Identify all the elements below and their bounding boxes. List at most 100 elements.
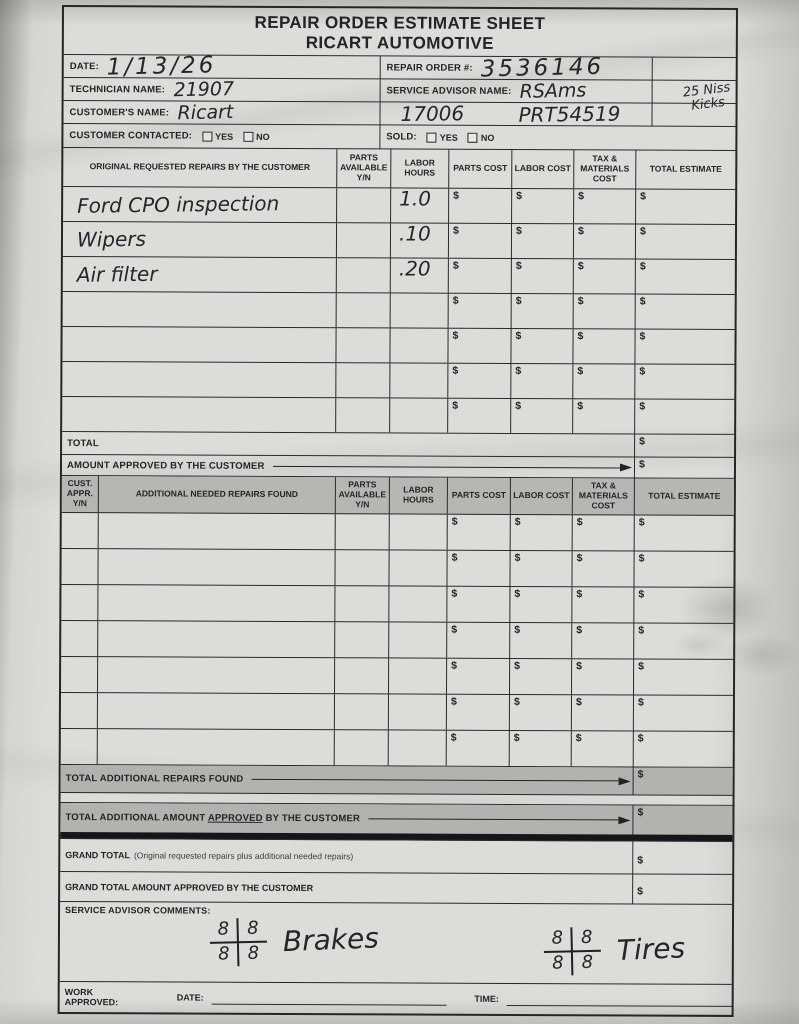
- total-estimate-dollar-sign: $: [638, 516, 645, 529]
- total-estimate-dollar-sign: $: [638, 552, 645, 565]
- time-blank-line: [506, 992, 732, 1007]
- grand-total-sublabel: (Original requested repairs plus additio…: [133, 850, 354, 862]
- form-title-line2: RICART AUTOMOTIVE: [305, 33, 494, 54]
- contacted-yes-label: YES: [215, 131, 234, 142]
- contacted-no-label: NO: [256, 131, 270, 142]
- stock-number-handwriting: 17006: [400, 101, 465, 127]
- labor-cost-dollar-sign: $: [514, 515, 521, 529]
- table-row: Ford CPO inspection 1.0 $ $ $ $: [63, 186, 736, 225]
- parts-available-cell: [335, 258, 390, 293]
- parts-cost-dollar-sign: $: [450, 695, 457, 708]
- parts-available-cell: [333, 658, 389, 694]
- tag-number-handwriting: PRT54519: [518, 101, 621, 127]
- service-advisor-label: SERVICE ADVISOR NAME:: [386, 84, 512, 97]
- total-estimate-dollar-sign: $: [639, 295, 646, 308]
- table-row: $ $ $ $: [60, 693, 733, 732]
- table1-body: Ford CPO inspection 1.0 $ $ $ $ Wipers .…: [62, 186, 736, 435]
- brake-measure-bottom-left: 8: [209, 943, 240, 967]
- col-labor-cost-2: LABOR COST: [509, 477, 572, 515]
- table2-header: CUST. APPR. Y/N ADDITIONAL NEEDED REPAIR…: [61, 476, 734, 516]
- labor-hours-handwriting: [390, 396, 398, 420]
- total-label: TOTAL: [67, 437, 99, 449]
- additional-repair-cell: [97, 621, 335, 658]
- table-row: $ $ $ $: [62, 396, 735, 435]
- customer-value-handwriting: Ricart: [177, 100, 234, 124]
- parts-cost-dollar-sign: $: [451, 587, 458, 600]
- total-estimate-dollar-sign: $: [639, 225, 646, 238]
- labor-hours-cell: [388, 550, 447, 586]
- additional-repair-cell: [97, 513, 335, 550]
- total-estimate-dollar-sign: $: [637, 696, 644, 709]
- technician-value-handwriting: 21907: [172, 77, 234, 101]
- labor-hours-handwriting: [390, 361, 398, 385]
- labor-hours-handwriting: .10: [398, 221, 431, 246]
- sold-label: SOLD:: [386, 131, 417, 143]
- brake-measurement-cross: 8 8 8 8: [209, 917, 267, 967]
- service-advisor-comments-section: SERVICE ADVISOR COMMENTS: 8 8 8 8 Brakes…: [60, 902, 732, 984]
- date-label: DATE:: [69, 60, 100, 72]
- parts-available-cell: [335, 293, 390, 328]
- header-left-column: DATE: 1/13/26 TECHNICIAN NAME: 21907 CUS…: [63, 51, 380, 148]
- parts-available-cell: [335, 363, 390, 398]
- tax-materials-dollar-sign: $: [577, 400, 584, 413]
- parts-available-cell: [334, 586, 389, 622]
- parts-available-cell: [335, 223, 391, 258]
- cust-appr-cell: [61, 693, 97, 728]
- form-title-line1: REPAIR ORDER ESTIMATE SHEET: [254, 12, 546, 34]
- total-estimate-dollar-sign: $: [637, 732, 644, 745]
- parts-cost-dollar-sign: $: [452, 294, 459, 307]
- sold-no-checkbox: [467, 132, 478, 143]
- table-row: $ $ $ $: [61, 585, 734, 624]
- tax-materials-dollar-sign: $: [577, 225, 584, 238]
- label-part: TOTAL ADDITIONAL AMOUNT: [65, 812, 208, 824]
- cust-appr-cell: [61, 585, 97, 620]
- contacted-no-checkbox: [243, 131, 254, 142]
- parts-available-cell: [333, 694, 388, 730]
- table-row: $ $ $ $: [60, 657, 734, 696]
- parts-available-cell: [333, 730, 388, 766]
- total-estimate-dollar-sign: $: [639, 400, 646, 413]
- labor-cost-dollar-sign: $: [514, 551, 521, 565]
- parts-cost-dollar-sign: $: [452, 399, 459, 412]
- total-additional-approved-dollar-sign: $: [637, 806, 644, 819]
- col-parts-available: PARTS AVAILABLE Y/N: [336, 149, 391, 188]
- technician-label: TECHNICIAN NAME:: [69, 83, 166, 95]
- amount-approved-dollar-sign: $: [638, 458, 645, 471]
- grand-total-row: GRAND TOTAL (Original requested repairs …: [60, 839, 733, 875]
- tax-materials-dollar-sign: $: [576, 624, 583, 637]
- grand-total-approved-label: GRAND TOTAL AMOUNT APPROVED BY THE CUSTO…: [65, 881, 314, 893]
- labor-cost-dollar-sign: $: [514, 587, 521, 601]
- tax-materials-dollar-sign: $: [575, 732, 582, 745]
- parts-cost-dollar-sign: $: [452, 259, 459, 272]
- comments-handwriting-area: 8 8 8 8 Brakes 8 8 8 8 Tires: [65, 915, 732, 976]
- tax-materials-dollar-sign: $: [578, 190, 585, 203]
- total-estimate-dollar-sign: $: [639, 365, 646, 378]
- tire-measure-bottom-left: 8: [543, 952, 574, 976]
- tax-materials-dollar-sign: $: [577, 330, 584, 343]
- labor-cost-dollar-sign: $: [514, 659, 520, 673]
- col-parts-cost-2: PARTS COST: [446, 477, 510, 514]
- labor-cost-dollar-sign: $: [515, 364, 522, 378]
- customer-contacted-label: CUSTOMER CONTACTED:: [69, 130, 193, 142]
- tire-measure-top-left: 8: [543, 927, 574, 953]
- cust-appr-cell: [61, 621, 97, 656]
- date-value-handwriting: 1/13/26: [106, 51, 217, 81]
- labor-hours-handwriting: [391, 291, 399, 315]
- total-estimate-dollar-sign: $: [640, 190, 647, 203]
- parts-cost-dollar-sign: $: [451, 659, 457, 672]
- parts-cost-dollar-sign: $: [451, 623, 458, 636]
- label-part: BY THE CUSTOMER: [262, 812, 361, 825]
- labor-hours-handwriting: 1.0: [399, 186, 432, 211]
- sold-yes-label: YES: [439, 132, 458, 143]
- tax-materials-dollar-sign: $: [577, 295, 584, 308]
- col-labor-cost: LABOR COST: [511, 149, 574, 189]
- repair-description-handwriting: Ford CPO inspection: [76, 191, 280, 218]
- col-total-estimate-2: TOTAL ESTIMATE: [633, 478, 734, 515]
- labor-cost-dollar-sign: $: [515, 399, 522, 413]
- brake-measure-top-left: 8: [209, 918, 240, 944]
- parts-cost-dollar-sign: $: [451, 551, 458, 564]
- table1-header: ORIGINAL REQUESTED REPAIRS BY THE CUSTOM…: [63, 147, 736, 190]
- table-row: $ $ $ $: [62, 291, 735, 330]
- tax-materials-dollar-sign: $: [576, 588, 583, 601]
